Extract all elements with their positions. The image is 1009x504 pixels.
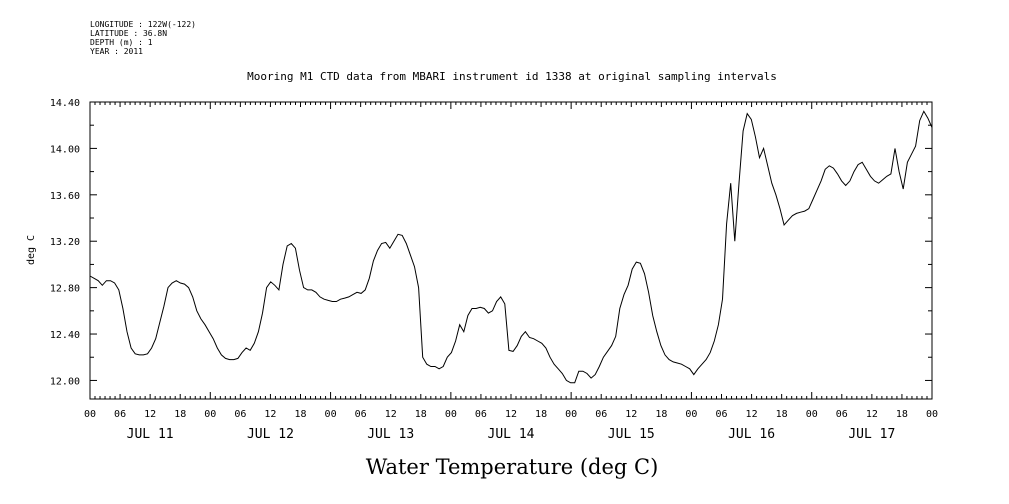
x-tick-label: 18: [776, 409, 788, 420]
x-tick-label: 18: [896, 409, 908, 420]
x-tick-label: 06: [595, 409, 607, 420]
x-tick-label: 12: [746, 409, 758, 420]
x-tick-label: 00: [685, 409, 697, 420]
x-tick-label: 00: [565, 409, 577, 420]
x-tick-label: 00: [445, 409, 457, 420]
x-axis-label: Water Temperature (deg C): [366, 455, 659, 479]
plot-frame: [89, 101, 933, 400]
x-tick-label: 18: [294, 409, 306, 420]
axis-ticks: [89, 101, 933, 399]
x-tick-label: 00: [204, 409, 216, 420]
chart-title: Mooring M1 CTD data from MBARI instrumen…: [247, 70, 777, 83]
x-tick-label: 12: [866, 409, 878, 420]
x-tick-label: 00: [806, 409, 818, 420]
x-tick-label: 12: [264, 409, 276, 420]
x-tick-label: 06: [355, 409, 367, 420]
x-tick-label: 00: [84, 409, 96, 420]
x-tick-label: 18: [174, 409, 186, 420]
latitude-text: LATITUDE : 36.8N: [90, 29, 168, 38]
y-axis-label: deg C: [26, 235, 37, 265]
x-tick-label: 12: [385, 409, 397, 420]
y-tick-label: 13.20: [50, 237, 80, 248]
year-text: YEAR : 2011: [90, 47, 143, 56]
y-tick-label: 12.40: [50, 330, 80, 341]
temperature-series-line: [89, 110, 933, 384]
day-label: JUL 11: [127, 427, 174, 442]
day-label: JUL 13: [367, 427, 414, 442]
y-tick-label: 13.60: [50, 191, 80, 202]
x-tick-label: 06: [715, 409, 727, 420]
day-label: JUL 16: [728, 427, 775, 442]
y-tick-label: 14.40: [50, 98, 80, 109]
x-tick-label: 00: [325, 409, 337, 420]
x-tick-label: 18: [415, 409, 427, 420]
day-label: JUL 12: [247, 427, 294, 442]
x-tick-label: 12: [144, 409, 156, 420]
x-tick-label: 12: [625, 409, 637, 420]
metadata-block: LONGITUDE : 122W(-122) LATITUDE : 36.8N …: [90, 20, 196, 56]
day-label: JUL 17: [848, 427, 895, 442]
axis-tick-labels: 00 06 12 18 00 06 12 18 00 06 12 18 00 06 12 18 00 06 12 18…: [50, 98, 938, 442]
x-tick-label: 18: [655, 409, 667, 420]
depth-text: DEPTH (m) : 1: [90, 38, 153, 47]
x-tick-label: 06: [114, 409, 126, 420]
y-tick-label: 14.00: [50, 144, 80, 155]
x-tick-label: 18: [535, 409, 547, 420]
x-tick-label: 06: [475, 409, 487, 420]
y-tick-label: 12.80: [50, 284, 80, 295]
x-tick-label: 12: [505, 409, 517, 420]
y-tick-label: 12.00: [50, 376, 80, 387]
day-label: JUL 14: [488, 427, 535, 442]
longitude-text: LONGITUDE : 122W(-122): [90, 20, 196, 29]
x-tick-label: 06: [836, 409, 848, 420]
day-label: JUL 15: [608, 427, 655, 442]
x-tick-label: 00: [926, 409, 938, 420]
x-tick-label: 06: [234, 409, 246, 420]
